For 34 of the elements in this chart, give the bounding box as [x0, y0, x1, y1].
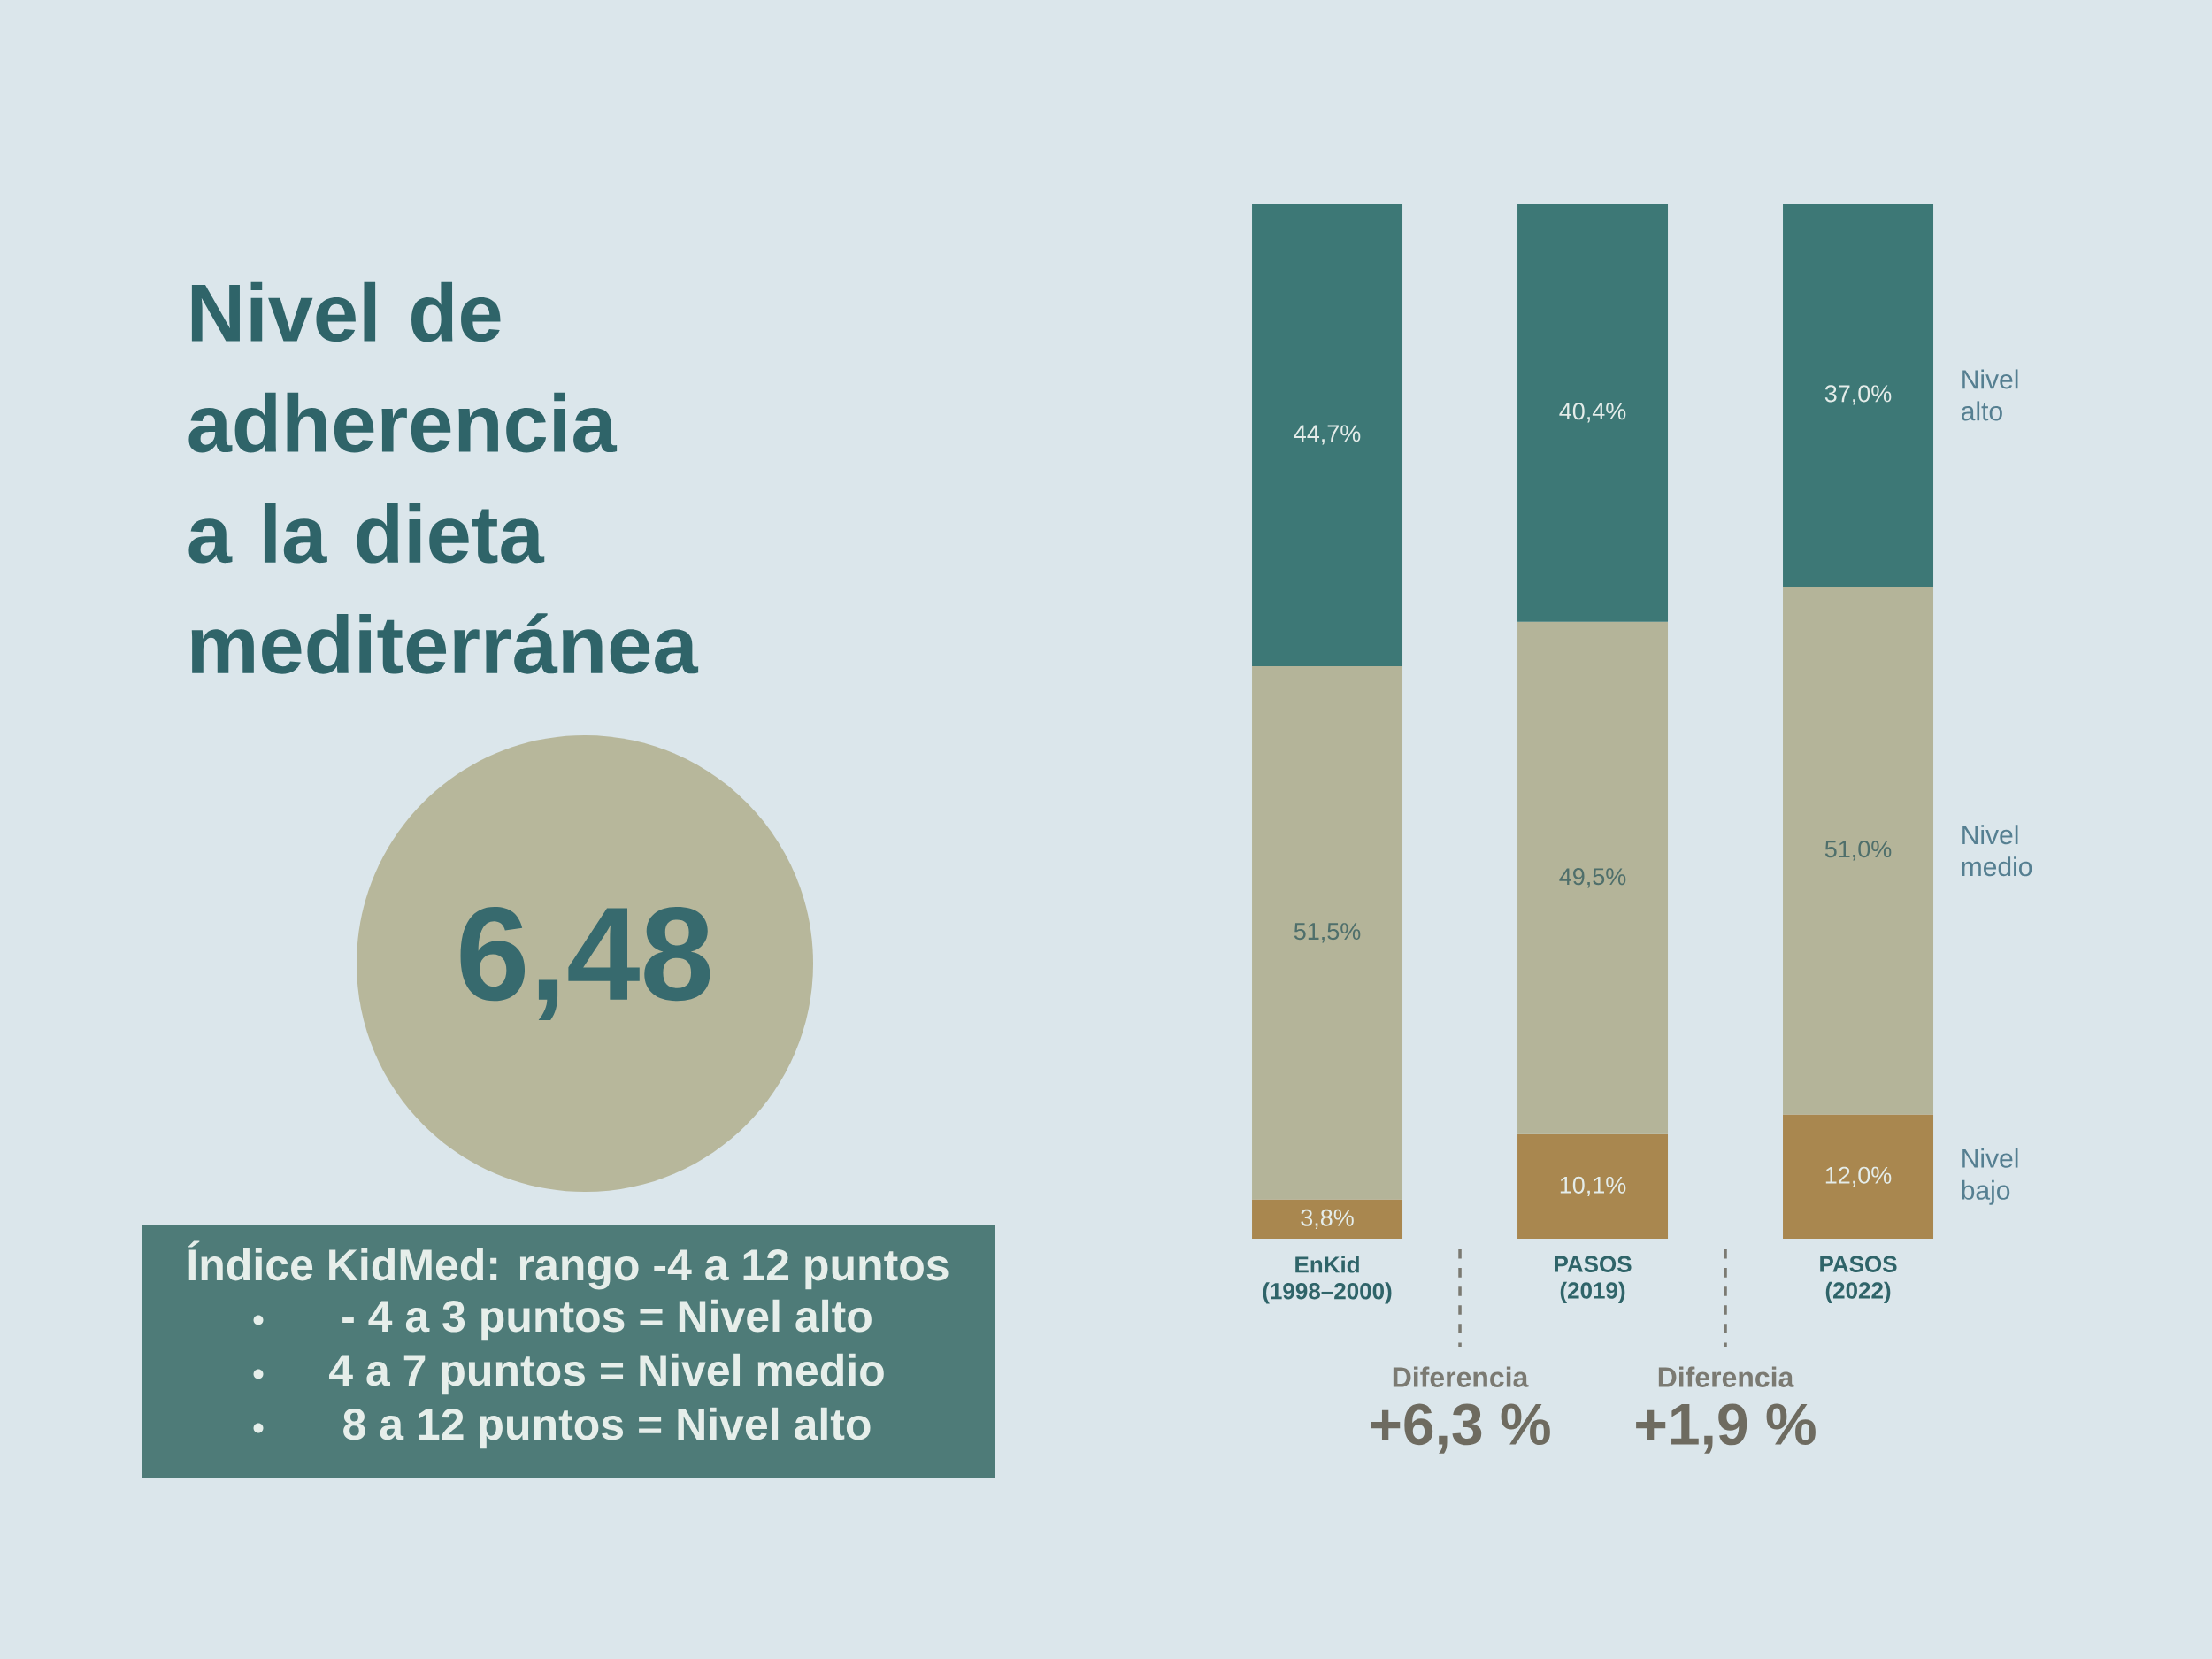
x-tick-label: PASOS (2019)	[1555, 1256, 1632, 1303]
text: 8 a 12 puntos = Nivel alto	[343, 1407, 871, 1449]
series-label: Nivel alto	[1962, 369, 2018, 421]
bar	[1517, 621, 1669, 1134]
x-tick-label: EnKid (1998–2000)	[1263, 1256, 1392, 1304]
bar	[1517, 1133, 1669, 1240]
series-label: Nivel bajo	[1962, 1148, 2018, 1205]
data-label: 12,0%	[1825, 1166, 1892, 1187]
data-label: 49,5%	[1559, 868, 1626, 888]
bar	[1783, 1114, 1934, 1240]
bar	[1252, 203, 1403, 666]
data-label: 44,7%	[1294, 425, 1361, 445]
text: +6,3 %	[1371, 1403, 1550, 1454]
data-label: 40,4%	[1559, 403, 1626, 423]
data-label: 3,8%	[1301, 1209, 1354, 1229]
text: Nivel de adherencia a la dieta mediterránea	[188, 281, 699, 674]
text: 6,48	[460, 907, 710, 1020]
text: Diferencia	[1658, 1366, 1794, 1387]
bar	[1783, 203, 1934, 587]
x-tick-label: PASOS (2022)	[1820, 1256, 1897, 1303]
data-label: 51,5%	[1294, 923, 1361, 943]
data-label: 51,0%	[1824, 841, 1892, 861]
text: +1,9 %	[1636, 1403, 1816, 1454]
bar	[1252, 1199, 1403, 1240]
text: 4 a 7 puntos = Nivel medio	[329, 1353, 884, 1395]
data-label: 37,0%	[1824, 385, 1892, 405]
text: - 4 a 3 puntos = Nivel alto	[342, 1299, 872, 1341]
bar	[1252, 666, 1403, 1200]
text: Diferencia	[1393, 1366, 1529, 1387]
bar	[1783, 586, 1934, 1115]
bar	[1517, 203, 1669, 622]
text: Índice KidMed: rango -4 a 12 puntos	[188, 1240, 949, 1290]
data-label: 10,1%	[1560, 1176, 1626, 1197]
series-label: Nivel medio	[1962, 825, 2032, 877]
